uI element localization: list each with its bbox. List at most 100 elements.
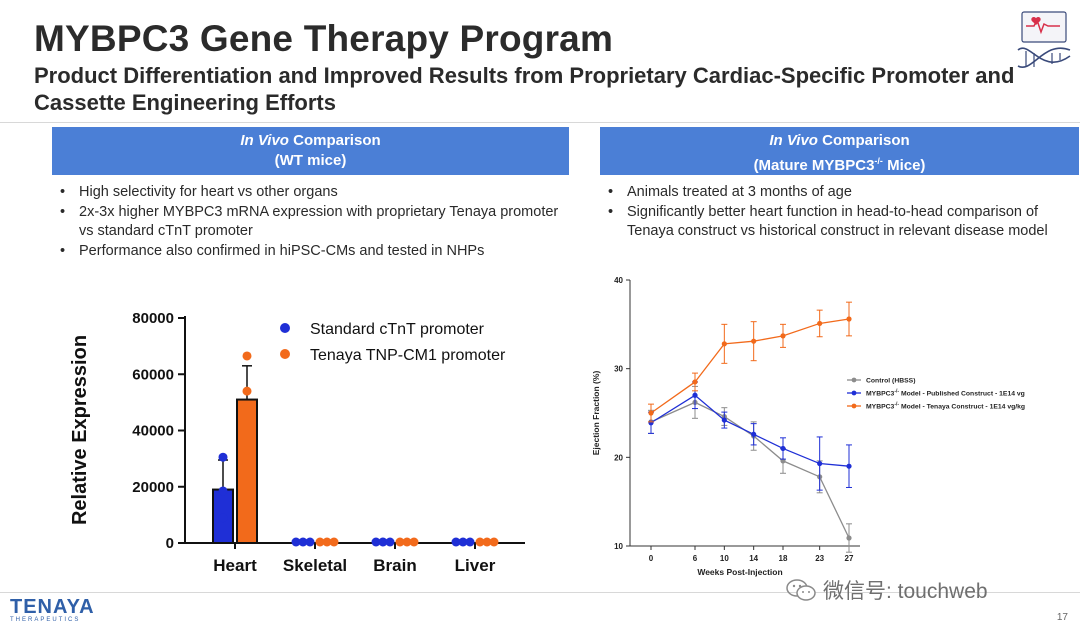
ejection-fraction-line-chart: Ejection Fraction (%) 10 20 30 40 0 6 10 14 18 23 2… [591,276,1025,577]
x-tick-label: 14 [749,554,758,563]
brand-tagline: THERAPEUTICS [10,617,81,623]
y-tick-label: 30 [614,365,623,374]
legend-label-main: Control (HBSS) [866,378,915,385]
y-tick-label: 60000 [132,366,174,383]
data-point [846,535,852,541]
left-panel-header: In Vivo Comparison (WT mice) [52,127,569,175]
data-point [395,537,405,547]
y-tick-label: 0 [166,535,174,552]
legend-marker [851,403,857,409]
data-point [218,486,228,496]
data-point [780,445,786,452]
x-tick-label: 18 [779,554,788,563]
legend-label: MYBPC3-/- Model - Published Construct - … [866,389,1025,398]
data-point [322,537,332,547]
footer-divider [0,592,1080,593]
data-point [218,513,228,523]
data-point [846,316,852,322]
data-point [751,338,757,344]
legend-marker [851,377,857,383]
y-tick-label: 20 [614,453,623,462]
data-point [751,431,757,437]
expression-bar-chart: Relative Expression 0 20000 40000 60000 80000… [69,310,525,575]
legend-label-main: MYBPC3 [866,404,895,411]
left-header-rest: Comparison [288,132,381,149]
y-axis-label: Ejection Fraction (%) [591,371,601,456]
data-point [482,537,492,547]
right-panel-header: In Vivo Comparison (Mature MYBPC3-/- Mic… [600,127,1079,175]
data-point [402,537,412,547]
legend-label-rest: Model - Tenaya Construct - 1E14 vg/kg [899,404,1025,411]
y-tick-label: 10 [614,542,623,551]
x-tick-label: Skeletal [283,556,347,575]
header-divider [0,122,1080,123]
slide-subtitle: Product Differentiation and Improved Res… [34,63,1015,115]
right-header-italic: In Vivo [769,132,818,149]
bar [236,398,258,544]
right-bullet-list: Animals treated at 3 months of age Signi… [600,183,1060,242]
x-tick-label: 6 [693,554,698,563]
y-tick-label: 40000 [132,423,174,440]
y-tick-label: 40 [614,276,623,285]
x-axis-label: Weeks Post-Injection [697,567,782,577]
x-tick-label: 23 [815,554,824,563]
data-point [315,537,325,547]
data-point [242,386,252,396]
legend-label-main: MYBPC3 [866,391,895,398]
left-bullet-item: High selectivity for heart vs other orga… [52,183,572,203]
data-point [451,537,461,547]
legend-label: MYBPC3-/- Model - Tenaya Construct - 1E1… [866,402,1025,411]
data-point [692,379,698,385]
dna-heart-icon [1017,11,1071,69]
data-point [409,537,419,547]
data-point [371,537,381,547]
data-point [305,537,315,547]
legend-marker [280,323,290,333]
legend-label: Control (HBSS) [866,378,915,385]
legend-label-sup: -/- [894,389,899,395]
data-point [721,341,727,347]
left-bullet-list: High selectivity for heart vs other orga… [52,183,572,262]
data-point [385,537,395,547]
data-point [298,537,308,547]
watermark-text: 微信号: touchweb [823,580,988,603]
data-point [242,445,252,455]
data-point [378,537,388,547]
wechat-watermark: 微信号: touchweb [785,575,988,605]
y-tick-label: 20000 [132,479,174,496]
tenaya-logo: TENAYA THERAPEUTICS [10,596,95,623]
data-point [648,410,654,416]
data-point [329,537,339,547]
data-point [475,537,485,547]
left-header-italic: In Vivo [240,132,289,149]
x-tick-label: 0 [649,554,654,563]
legend-marker [280,349,290,359]
legend-label-rest: Model - Published Construct - 1E14 vg/kg [899,391,1025,398]
page-number: 17 [1056,612,1068,623]
right-header-sup: -/- [874,156,883,166]
right-header-line2a: (Mature MYBPC3 [753,157,875,174]
legend-label-sup: -/- [894,402,899,408]
legend-marker [851,390,857,396]
data-point [846,463,852,469]
data-point [291,537,301,547]
data-point [721,417,727,423]
x-tick-label: 27 [845,554,854,563]
data-point [817,460,823,467]
right-bullet-item: Animals treated at 3 months of age [600,183,1060,203]
data-point [242,351,252,361]
left-bullet-item: Performance also confirmed in hiPSC-CMs … [52,242,572,262]
left-bullet-item: 2x-3x higher MYBPC3 mRNA expression with… [52,203,572,242]
x-tick-label: 10 [720,554,729,563]
data-point [218,452,228,462]
data-point [780,333,786,339]
y-axis-label: Relative Expression [69,335,91,525]
wechat-icon [786,579,816,601]
x-tick-label: Brain [373,556,416,575]
x-tick-label: Heart [213,556,257,575]
data-point [489,537,499,547]
x-tick-label: Liver [455,556,496,575]
right-header-rest: Comparison [817,132,910,149]
data-point [458,537,468,547]
data-point [692,392,698,398]
